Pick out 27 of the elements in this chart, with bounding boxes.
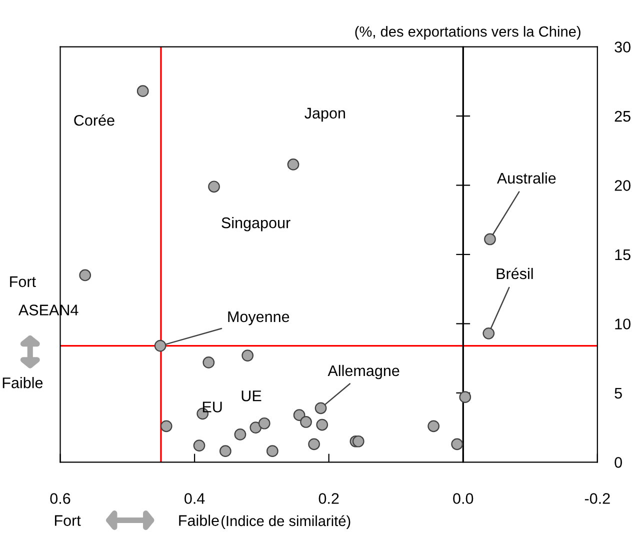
y-tick-label: 15 [615,250,630,260]
text: Fort [10,276,36,288]
annotation: Australie [496,172,556,184]
annotation: Brésil [496,268,533,280]
annotation: UE [242,390,262,402]
text: Faible [2,377,43,388]
text: Faible [179,514,219,526]
y-tick-label: 25 [614,110,630,122]
x-tick-label: 0.0 [453,493,474,504]
x-tick-label: 0.4 [184,493,205,504]
annotation: Allemagne [328,364,400,380]
y-tick-label: 10 [615,318,630,330]
x-tick-label: 0.6 [50,493,70,504]
text: Fort [54,515,81,526]
annotation: Japon [304,108,345,122]
annotation: Corée [74,114,114,126]
y-tick-label: 20 [614,180,630,191]
x-tick-label: -0.2 [584,493,610,504]
annotation: EU [202,402,222,412]
annotation: Moyenne [228,312,290,326]
y-tick-label: 5 [614,388,622,399]
x-axis-title: (Indice de similarité) [222,515,350,530]
y-axis-title: (%, des exportations vers la Chine) [355,26,580,40]
y-tick-label: 0 [614,457,622,468]
annotation: Singapour [222,217,290,232]
x-tick-label: 0.2 [318,493,339,504]
y-tick-label: 30 [614,42,630,52]
